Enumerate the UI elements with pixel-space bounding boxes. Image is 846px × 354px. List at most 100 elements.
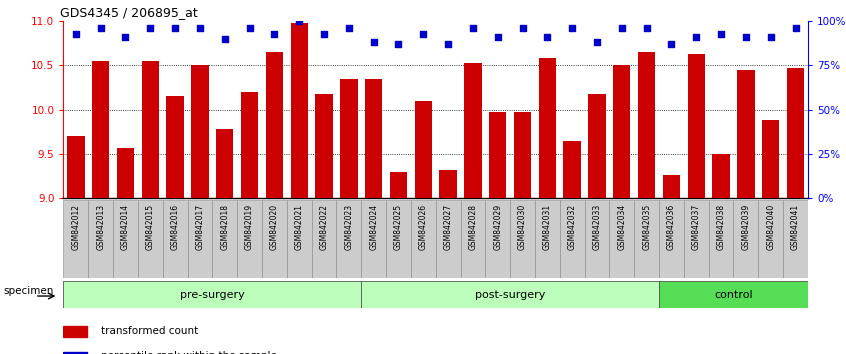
Bar xyxy=(787,68,805,198)
Bar xyxy=(535,200,560,278)
Bar xyxy=(67,136,85,198)
Point xyxy=(243,25,256,31)
Bar xyxy=(361,281,659,308)
Bar xyxy=(638,52,656,198)
Bar xyxy=(411,200,436,278)
Bar xyxy=(162,200,188,278)
Point xyxy=(94,25,107,31)
Bar xyxy=(316,94,332,198)
Bar xyxy=(709,200,733,278)
Text: GSM842037: GSM842037 xyxy=(692,204,700,250)
Text: GSM842022: GSM842022 xyxy=(320,204,328,250)
Bar xyxy=(510,200,535,278)
Bar xyxy=(92,61,109,198)
Bar xyxy=(390,172,407,198)
Bar xyxy=(733,200,758,278)
Bar xyxy=(88,200,113,278)
Bar xyxy=(563,141,581,198)
Point xyxy=(764,34,777,40)
Bar xyxy=(514,112,531,198)
Text: GSM842025: GSM842025 xyxy=(394,204,403,250)
Bar xyxy=(63,281,361,308)
Text: GSM842023: GSM842023 xyxy=(344,204,354,250)
Bar xyxy=(337,200,361,278)
Text: GSM842028: GSM842028 xyxy=(469,204,477,250)
Text: GSM842038: GSM842038 xyxy=(717,204,726,250)
Text: GSM842019: GSM842019 xyxy=(245,204,254,250)
Text: GSM842013: GSM842013 xyxy=(96,204,105,250)
Bar xyxy=(237,200,262,278)
Point xyxy=(416,31,430,36)
Text: GSM842017: GSM842017 xyxy=(195,204,205,250)
Bar xyxy=(436,200,460,278)
Bar xyxy=(241,92,258,198)
Bar xyxy=(588,94,606,198)
Bar xyxy=(117,148,135,198)
Bar xyxy=(141,61,159,198)
Point xyxy=(367,40,381,45)
Bar xyxy=(460,200,486,278)
Bar xyxy=(386,200,411,278)
Point xyxy=(565,25,579,31)
Text: control: control xyxy=(714,290,753,300)
Bar xyxy=(684,200,709,278)
Bar xyxy=(212,200,237,278)
Text: GSM842036: GSM842036 xyxy=(667,204,676,250)
Text: GSM842035: GSM842035 xyxy=(642,204,651,250)
Point xyxy=(788,25,802,31)
Text: GSM842018: GSM842018 xyxy=(220,204,229,250)
Text: specimen: specimen xyxy=(3,286,53,296)
Point xyxy=(516,25,530,31)
Bar xyxy=(262,200,287,278)
Bar xyxy=(585,200,609,278)
Text: GSM842033: GSM842033 xyxy=(592,204,602,250)
Point xyxy=(69,31,83,36)
Point xyxy=(442,41,455,47)
Text: GDS4345 / 206895_at: GDS4345 / 206895_at xyxy=(60,6,197,19)
Bar xyxy=(634,200,659,278)
Bar xyxy=(712,154,730,198)
Bar xyxy=(415,101,432,198)
Point xyxy=(491,34,504,40)
Bar xyxy=(63,352,87,354)
Bar xyxy=(167,96,184,198)
Bar xyxy=(287,200,311,278)
Text: GSM842024: GSM842024 xyxy=(369,204,378,250)
Point xyxy=(144,25,157,31)
Bar xyxy=(464,63,481,198)
Text: GSM842015: GSM842015 xyxy=(146,204,155,250)
Point xyxy=(665,41,678,47)
Bar xyxy=(361,200,386,278)
Bar xyxy=(63,200,88,278)
Bar xyxy=(138,200,162,278)
Point xyxy=(714,31,728,36)
Text: GSM842020: GSM842020 xyxy=(270,204,279,250)
Point xyxy=(689,34,703,40)
Bar xyxy=(758,200,783,278)
Text: GSM842030: GSM842030 xyxy=(518,204,527,250)
Text: GSM842039: GSM842039 xyxy=(741,204,750,250)
Bar xyxy=(486,200,510,278)
Bar xyxy=(266,52,283,198)
Text: GSM842029: GSM842029 xyxy=(493,204,503,250)
Point xyxy=(317,31,331,36)
Bar xyxy=(737,70,755,198)
Bar xyxy=(489,112,507,198)
Text: GSM842026: GSM842026 xyxy=(419,204,428,250)
Point xyxy=(342,25,355,31)
Point xyxy=(218,36,232,42)
Bar xyxy=(113,200,138,278)
Point xyxy=(591,40,604,45)
Bar xyxy=(613,65,630,198)
Bar xyxy=(659,281,808,308)
Bar xyxy=(290,23,308,198)
Text: GSM842016: GSM842016 xyxy=(171,204,179,250)
Bar xyxy=(688,54,705,198)
Bar xyxy=(191,65,209,198)
Point xyxy=(640,25,653,31)
Bar xyxy=(560,200,585,278)
Point xyxy=(267,31,281,36)
Bar xyxy=(662,175,680,198)
Bar xyxy=(365,79,382,198)
Bar xyxy=(659,200,684,278)
